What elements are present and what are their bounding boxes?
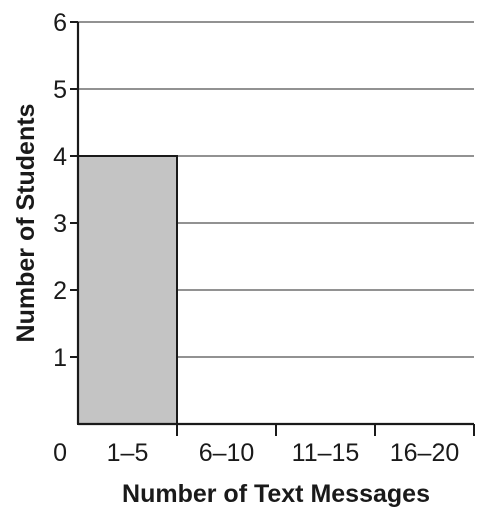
y-tick-label-5: 5 (53, 76, 67, 104)
y-tick-label-3: 3 (53, 210, 67, 238)
bars (77, 155, 178, 425)
x-tick-label-3: 11–15 (292, 439, 360, 467)
y-tick-label-0: 0 (53, 439, 67, 467)
y-tick-label-2: 2 (53, 277, 67, 305)
axes (70, 21, 475, 436)
y-axis-title: Number of Students (12, 104, 40, 343)
y-tick-label-4: 4 (53, 143, 67, 171)
y-tick-labels: 0 1 2 3 4 5 6 (53, 9, 67, 467)
x-axis-title: Number of Text Messages (122, 480, 430, 508)
x-tick-label-1: 1–5 (107, 439, 149, 467)
y-tick-label-1: 1 (53, 344, 67, 372)
y-tick-label-6: 6 (53, 9, 67, 37)
bar-1 (77, 155, 178, 425)
x-tick-label-2: 6–10 (199, 439, 255, 467)
x-tick-labels: 1–5 6–10 11–15 16–20 (107, 439, 460, 467)
x-tick-label-4: 16–20 (390, 439, 460, 467)
